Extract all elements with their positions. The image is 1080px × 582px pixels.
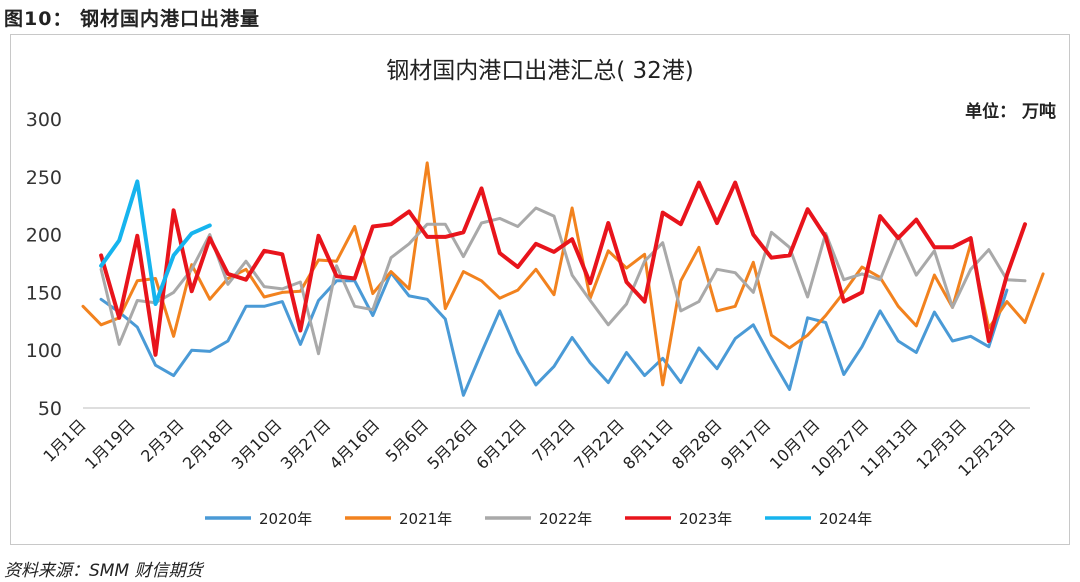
legend-item-2024-label: 2024年	[819, 510, 872, 528]
y-axis: 50 100 150 200 250 300	[26, 109, 1030, 420]
x-tick-label: 2月18日	[179, 415, 237, 473]
x-tick-label: 1月19日	[81, 415, 139, 473]
x-tick-label: 3月27日	[277, 415, 335, 473]
series-line-2020	[99, 271, 1009, 397]
series-layer	[81, 161, 1045, 397]
legend-item-2020-label: 2020年	[259, 510, 312, 528]
series-line-2024	[99, 179, 212, 306]
source-note: 资料来源：SMM 财信期货	[4, 561, 203, 581]
chart-title: 钢材国内港口出港汇总( 32港)	[386, 58, 694, 84]
y-tick-label: 100	[26, 340, 62, 362]
y-tick-label: 250	[26, 167, 62, 189]
series-line-2023	[99, 180, 1027, 357]
x-tick-label: 8月11日	[619, 415, 677, 473]
y-tick-label: 50	[38, 398, 62, 420]
series-line-2021	[81, 161, 1045, 387]
legend-item-2022-label: 2022年	[539, 510, 592, 528]
y-tick-label: 200	[26, 225, 62, 247]
x-tick-label: 8月28日	[668, 415, 726, 473]
series-line-2022	[99, 206, 1027, 356]
legend-item-2021-label: 2021年	[399, 510, 452, 528]
x-tick-label: 7月22日	[570, 415, 628, 473]
chart-frame	[10, 34, 1070, 545]
x-tick-label: 3月10日	[228, 415, 286, 473]
legend-item-2023-label: 2023年	[679, 510, 732, 528]
legend: 2020年 2021年 2022年 2023年 2024年	[205, 510, 872, 528]
y-tick-label: 300	[26, 109, 62, 131]
figure-caption: 图10： 钢材国内港口出港量	[4, 8, 261, 30]
x-axis: 1月1日1月19日2月3日2月18日3月10日3月27日4月16日5月6日5月2…	[39, 415, 1019, 480]
x-tick-label: 5月26日	[423, 415, 481, 473]
x-tick-label: 4月16日	[326, 415, 384, 473]
x-tick-label: 6月12日	[472, 415, 530, 473]
unit-label: 单位： 万吨	[965, 101, 1056, 122]
x-tick-label: 9月17日	[717, 415, 775, 473]
y-tick-label: 150	[26, 282, 62, 304]
